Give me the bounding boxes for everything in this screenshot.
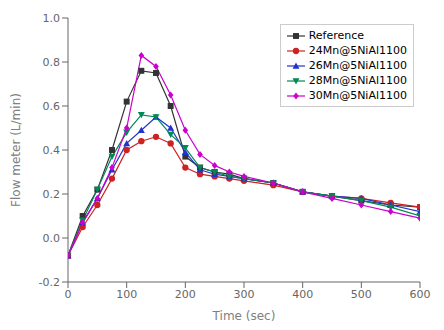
svg-text:600: 600 xyxy=(410,288,431,301)
svg-text:100: 100 xyxy=(116,288,137,301)
html-text:Reference: Reference xyxy=(308,29,365,42)
html-text:26Mn@5NiAl1100: 26Mn@5NiAl1100 xyxy=(308,59,407,72)
svg-text:300: 300 xyxy=(234,288,255,301)
svg-text:0: 0 xyxy=(65,288,72,301)
html-text:28Mn@5NiAl1100: 28Mn@5NiAl1100 xyxy=(308,74,407,87)
svg-text:-0.2: -0.2 xyxy=(39,276,60,289)
svg-text:500: 500 xyxy=(351,288,372,301)
svg-text:0.4: 0.4 xyxy=(43,144,61,157)
svg-text:0.6: 0.6 xyxy=(43,100,61,113)
svg-text:Time (sec): Time (sec) xyxy=(212,309,276,322)
svg-text:0.2: 0.2 xyxy=(43,188,61,201)
svg-text:400: 400 xyxy=(292,288,313,301)
svg-text:0.8: 0.8 xyxy=(43,56,61,69)
html-text:24Mn@5NiAl1100: 24Mn@5NiAl1100 xyxy=(308,44,407,57)
html-text:30Mn@5NiAl1100: 30Mn@5NiAl1100 xyxy=(308,89,407,102)
svg-text:1.0: 1.0 xyxy=(43,12,61,25)
svg-text:0.0: 0.0 xyxy=(43,232,61,245)
svg-text:200: 200 xyxy=(175,288,196,301)
svg-text:Flow meter (L/min): Flow meter (L/min) xyxy=(9,93,23,207)
